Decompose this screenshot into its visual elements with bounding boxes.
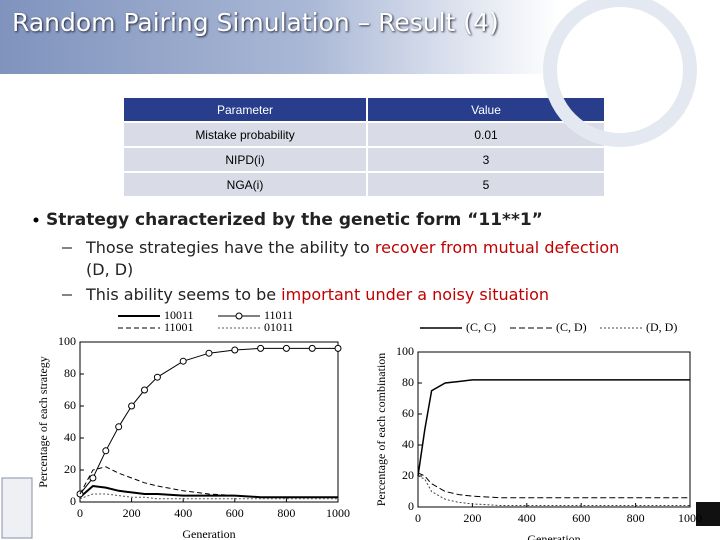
legend-label: (D, D): [646, 320, 677, 334]
series-marker: [179, 357, 187, 365]
y-axis-label: Percentage of each combination: [374, 353, 388, 507]
cell: 0.01: [368, 123, 604, 146]
legend-label: 11011: [264, 308, 293, 322]
series-line: [417, 379, 690, 477]
series-line: [79, 493, 338, 500]
y-tick-label: 60: [402, 406, 414, 420]
series-line: [79, 466, 338, 498]
x-tick-label: 200: [463, 511, 481, 525]
text-run: important under a noisy situation: [281, 285, 549, 304]
series-marker: [231, 346, 239, 354]
y-tick-label: 20: [64, 462, 76, 476]
series-marker: [205, 349, 213, 357]
x-tick-label: 0: [77, 506, 83, 520]
plot-frame: [417, 351, 691, 508]
logo: [1, 477, 33, 539]
series-marker: [153, 373, 161, 381]
bullet-line: Those strategies have the ability to rec…: [85, 238, 619, 257]
y-tick-label: 40: [402, 437, 414, 451]
series-line: [417, 472, 690, 499]
x-axis-label: Generation: [182, 527, 235, 540]
cell: NIPD(i): [124, 148, 368, 171]
x-tick-label: 800: [627, 511, 645, 525]
x-tick-label: 800: [277, 506, 295, 520]
text-run: (D, D): [86, 260, 133, 279]
header-cell: Parameter: [124, 98, 368, 121]
legend-marker: [235, 312, 243, 320]
cell: 3: [368, 148, 604, 171]
table-row: NGA(i) 5: [124, 173, 604, 196]
x-tick-label: 0: [415, 511, 421, 525]
text-run: Those strategies have the ability to: [85, 238, 375, 257]
series-marker: [128, 402, 136, 410]
x-tick-label: 600: [572, 511, 590, 525]
parameter-table: Parameter Value Mistake probability 0.01 …: [124, 96, 604, 198]
cell: Mistake probability: [124, 123, 368, 146]
bullet-main: Strategy characterized by the genetic fo…: [46, 210, 543, 230]
series-marker: [89, 474, 97, 482]
y-tick-label: 0: [70, 494, 76, 508]
slide-title: Random Pairing Simulation – Result (4): [12, 8, 499, 37]
bullet-line: (D, D): [86, 260, 133, 279]
x-tick-label: 1000: [678, 511, 702, 525]
x-tick-label: 400: [518, 511, 536, 525]
cell: 5: [368, 173, 604, 196]
y-tick-label: 80: [402, 375, 414, 389]
y-tick-label: 60: [64, 398, 76, 412]
series-marker: [115, 423, 123, 431]
series-line: [417, 475, 690, 506]
legend-label: 01011: [264, 320, 294, 334]
series-line: [79, 484, 338, 499]
table-row: Mistake probability 0.01: [124, 123, 604, 146]
y-tick-label: 80: [64, 366, 76, 380]
y-tick-label: 100: [396, 344, 414, 358]
legend-label: 10011: [164, 308, 194, 322]
text-run: This ability seems to be: [85, 285, 281, 304]
header-cell: Value: [368, 98, 604, 121]
cell: NGA(i): [124, 173, 368, 196]
series-marker: [334, 344, 342, 352]
y-tick-label: 20: [402, 468, 414, 482]
text-run: recover from mutual defection: [375, 238, 619, 257]
series-marker: [308, 344, 316, 352]
legend-label: (C, C): [466, 320, 496, 334]
x-tick-label: 1000: [326, 506, 350, 520]
series-marker: [102, 447, 110, 455]
table-header: Parameter Value: [124, 98, 604, 121]
series-marker: [282, 344, 290, 352]
watermark: [543, 0, 697, 147]
series-line: [79, 347, 338, 495]
x-tick-label: 600: [226, 506, 244, 520]
plot-frame: [79, 341, 339, 503]
bullet-dot: [33, 217, 39, 223]
legend-label: (C, D): [556, 320, 587, 334]
x-tick-label: 200: [123, 506, 141, 520]
y-tick-label: 0: [408, 499, 414, 513]
series-marker: [141, 386, 148, 394]
x-axis-label: Generation: [527, 532, 580, 540]
legend-label: 11001: [164, 320, 194, 334]
table-row: NIPD(i) 3: [124, 148, 604, 171]
title-bar: [0, 0, 560, 74]
y-tick-label: 40: [64, 430, 76, 444]
y-tick-label: 100: [58, 334, 76, 348]
x-tick-label: 400: [174, 506, 192, 520]
series-marker: [257, 344, 265, 352]
y-axis-label: Percentage of each strategy: [36, 356, 50, 488]
corner-block: [696, 502, 720, 526]
bullet-line: This ability seems to be important under…: [85, 285, 549, 304]
